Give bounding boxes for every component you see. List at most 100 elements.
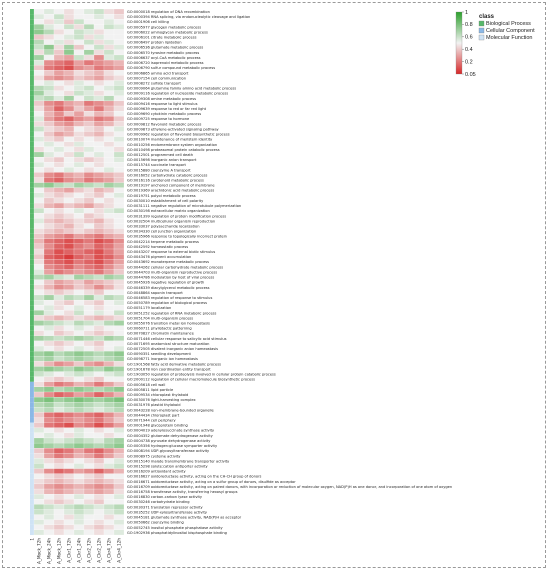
- heatmap-cell: [83, 172, 95, 178]
- heatmap-cell: [53, 427, 65, 433]
- heatmap-cell: [33, 121, 45, 127]
- heatmap-cell: [63, 422, 75, 428]
- heatmap-cell: [113, 95, 125, 102]
- row-label: GO:0032504 multicellular organism reprod…: [127, 219, 215, 223]
- heatmap-cell: [73, 371, 85, 377]
- heatmap-cell: [33, 177, 45, 183]
- heatmap-cell: [33, 243, 45, 250]
- heatmap-cell: [33, 289, 45, 296]
- heatmap-cell: [53, 356, 65, 362]
- heatmap-cell: [93, 208, 105, 214]
- heatmap-cell: [113, 289, 125, 296]
- heatmap-cell: [43, 90, 55, 96]
- heatmap-cell: [33, 391, 45, 398]
- heatmap-cell: [73, 54, 85, 61]
- heatmap-cell: [33, 371, 45, 377]
- heatmap-cell: [103, 59, 115, 66]
- heatmap-cell: [43, 289, 55, 296]
- heatmap-cell: [103, 264, 115, 270]
- heatmap-cell: [113, 361, 125, 367]
- heatmap-cell: [93, 264, 105, 270]
- row-label: GO:0009116 regulation of nucleoside meta…: [127, 92, 228, 96]
- heatmap-cell: [43, 54, 55, 61]
- heatmap-cell: [113, 54, 125, 61]
- heatmap-cell: [63, 325, 75, 331]
- heatmap-cell: [63, 310, 75, 316]
- heatmap-cell: [113, 39, 125, 45]
- heatmap-cell: [93, 192, 105, 199]
- heatmap-cell: [33, 509, 45, 515]
- heatmap-cell: [63, 437, 75, 444]
- heatmap-cell: [103, 238, 115, 245]
- heatmap-cell: [103, 75, 115, 81]
- heatmap-cell: [103, 34, 115, 40]
- heatmap-cell: [93, 105, 105, 112]
- heatmap-cell: [33, 514, 45, 520]
- heatmap-cell: [63, 131, 75, 137]
- class-bar-cell: [30, 274, 34, 280]
- heatmap-cell: [53, 182, 65, 188]
- heatmap-cell: [73, 453, 85, 459]
- heatmap-cell: [83, 386, 95, 393]
- heatmap-cell: [43, 182, 55, 188]
- heatmap-cell: [73, 182, 85, 188]
- heatmap-cell: [93, 463, 105, 469]
- heatmap-cell: [113, 345, 125, 352]
- heatmap-cell: [63, 356, 75, 362]
- row-label: GO:0015880 coenzyme A transport: [127, 168, 191, 172]
- heatmap-cell: [63, 49, 75, 56]
- heatmap-cell: [93, 254, 105, 260]
- heatmap-cell: [83, 274, 95, 280]
- heatmap-cell: [43, 417, 55, 423]
- heatmap-cell: [43, 284, 55, 290]
- heatmap-cell: [103, 95, 115, 102]
- heatmap-cell: [83, 243, 95, 250]
- class-bar: [30, 9, 34, 536]
- class-bar-cell: [30, 70, 34, 76]
- heatmap-cell: [43, 14, 55, 20]
- class-bar-cell: [30, 60, 34, 66]
- heatmap-cell: [33, 488, 45, 495]
- heatmap-cell: [53, 494, 65, 500]
- row-label: GO:0012501 programmed cell death: [127, 153, 193, 157]
- heatmap-cell: [113, 356, 125, 362]
- row-label: GO:0010498 proteasomal protein catabolic…: [127, 148, 220, 152]
- heatmap-cell: [53, 310, 65, 316]
- class-bar-cell: [30, 437, 34, 444]
- heatmap-cell: [53, 397, 65, 403]
- heatmap-cell: [73, 391, 85, 398]
- heatmap-cell: [93, 376, 105, 382]
- scale-tick-label: 0.2: [465, 59, 473, 65]
- heatmap-cell: [43, 197, 55, 204]
- row-label: GO:0005811 lipid particle: [127, 388, 174, 392]
- heatmap-cell: [103, 325, 115, 331]
- heatmap-cell: [113, 432, 125, 439]
- heatmap-cell: [63, 371, 75, 377]
- heatmap-cell: [63, 458, 75, 464]
- heatmap-cell: [43, 294, 55, 301]
- heatmap-cell: [73, 136, 85, 142]
- class-bar-cell: [30, 397, 34, 403]
- column-label: A_Ckr2_72h: [86, 538, 91, 563]
- heatmap-cell: [113, 442, 125, 449]
- row-label: GO:0001948 glycoprotein binding: [127, 424, 188, 428]
- heatmap-cell: [63, 213, 75, 219]
- heatmap-cell: [63, 269, 75, 275]
- heatmap-cell: [43, 177, 55, 183]
- heatmap-cell: [83, 320, 95, 326]
- heatmap-cell: [33, 412, 45, 418]
- heatmap-cell: [93, 274, 105, 280]
- heatmap-cell: [43, 514, 55, 520]
- heatmap-cell: [93, 361, 105, 367]
- row-label: GO:0043207 response to external biotic s…: [127, 250, 215, 254]
- heatmap-cell: [43, 248, 55, 255]
- heatmap-cell: [113, 529, 125, 536]
- class-bar-cell: [30, 141, 34, 147]
- heatmap-cell: [73, 294, 85, 301]
- heatmap-cell: [33, 126, 45, 132]
- heatmap-cell: [103, 85, 115, 91]
- heatmap-cell: [103, 202, 115, 209]
- heatmap-cell: [43, 453, 55, 459]
- heatmap-cell: [73, 90, 85, 96]
- heatmap-cell: [53, 208, 65, 214]
